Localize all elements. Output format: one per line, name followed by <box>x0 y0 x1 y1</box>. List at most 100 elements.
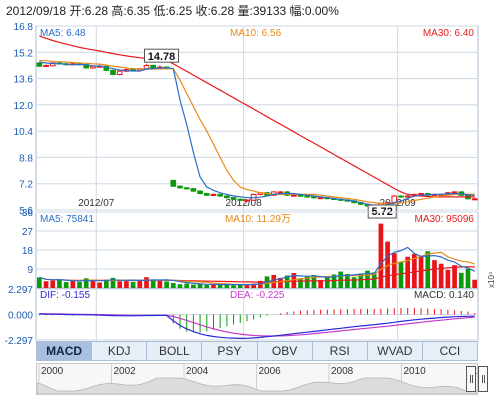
volume-bar <box>345 274 350 288</box>
candle-body <box>317 197 324 200</box>
volume-bar <box>452 265 457 288</box>
candle-body <box>418 193 424 196</box>
volume-ma30-legend: MA30: 95096 <box>415 214 475 225</box>
timeline-year-label: 2010 <box>404 366 427 377</box>
candle-body <box>210 193 217 196</box>
volume-bar <box>137 281 143 288</box>
candle-body <box>290 194 297 197</box>
volume-bar <box>418 256 424 288</box>
tab-obv[interactable]: OBV <box>258 342 313 360</box>
timeline-right-handle[interactable] <box>478 366 488 392</box>
volume-bar <box>378 223 384 288</box>
volume-bar <box>130 281 136 288</box>
tab-rsi[interactable]: RSI <box>313 342 368 360</box>
tab-cci[interactable]: CCI <box>439 344 461 358</box>
volume-bar <box>358 273 364 288</box>
candle-body <box>230 197 237 200</box>
volume-bar <box>97 282 102 288</box>
volume-bar <box>304 276 310 288</box>
ma10-line <box>39 59 475 205</box>
volume-ytick-label: 36 <box>22 208 34 219</box>
volume-bar <box>204 285 210 288</box>
price-xtick-label: 2012/08 <box>226 198 263 209</box>
ma5-legend: MA5: 6.48 <box>40 28 86 39</box>
timeline-price-silhouette <box>36 377 478 395</box>
volume-bar <box>117 281 123 288</box>
volume-bar <box>110 277 116 288</box>
price-ytick-label: 10.4 <box>14 127 34 138</box>
volume-ma10-legend: MA10: 11.29万 <box>225 214 291 225</box>
tab-psy[interactable]: PSY <box>202 342 258 360</box>
dif-legend: DIF: -0.155 <box>40 290 90 301</box>
candle-body <box>237 198 244 201</box>
candle-body <box>110 69 116 75</box>
timeline-year-label: 2006 <box>259 366 282 377</box>
volume-bar <box>244 284 250 288</box>
volume-bar <box>398 262 404 288</box>
volume-bar <box>298 278 303 288</box>
candle-body <box>224 195 230 199</box>
price-ytick-label: 7.2 <box>19 180 33 191</box>
timeline-left-handle[interactable] <box>466 366 476 392</box>
volume-bar <box>144 277 149 288</box>
ma30-line <box>39 35 475 198</box>
indicator-tabs: MACD KDJ BOLL PSY OBV RSI WVAD CCI <box>36 341 478 361</box>
volume-bar <box>90 280 96 288</box>
volume-bar <box>438 263 444 288</box>
volume-bar <box>191 284 196 288</box>
tab-wvad[interactable]: WVAD <box>368 342 423 360</box>
timeline-navigator[interactable]: 2000 2002 2004 2006 2008 2010 20 <box>36 363 488 395</box>
volume-bar <box>103 279 109 288</box>
volume-bar <box>351 277 357 288</box>
timeline-year-label: 2000 <box>41 366 64 377</box>
volume-bar <box>291 273 297 288</box>
tab-boll[interactable]: BOLL <box>147 342 203 360</box>
price-xtick-label: 2012/07 <box>78 198 115 209</box>
dea-legend: DEA: -0.225 <box>230 290 285 301</box>
volume-bar <box>164 281 169 288</box>
ohlc-header: 2012/09/18 开:6.28 高:6.35 低:6.25 收:6.28 量… <box>6 4 339 18</box>
tab-macd[interactable]: MACD <box>37 342 93 360</box>
price-panel-frame <box>35 25 479 211</box>
volume-bar <box>278 277 283 288</box>
volume-bar <box>217 284 223 288</box>
candle-body <box>217 193 224 197</box>
candle-body <box>190 188 197 192</box>
ma30-legend: MA30: 6.40 <box>423 28 475 39</box>
candle-body <box>297 194 304 197</box>
volume-bar <box>83 278 89 288</box>
timeline-year-label: 2002 <box>114 366 137 377</box>
volume-bar <box>63 282 69 288</box>
candle-body <box>116 70 123 75</box>
volume-bar <box>177 284 183 288</box>
candle-body <box>197 190 203 195</box>
timeline-year-label: 2008 <box>331 366 354 377</box>
candle-body <box>177 185 183 189</box>
volume-ytick-label: 27 <box>22 227 34 238</box>
volume-bar <box>391 253 397 288</box>
price-ytick-label: 8.8 <box>19 153 33 164</box>
volume-bar <box>311 275 317 288</box>
candle-body <box>404 195 411 198</box>
high-annotation-box <box>144 48 179 63</box>
tab-kdj[interactable]: KDJ <box>92 342 148 360</box>
candle-body <box>170 179 177 187</box>
volume-bar <box>445 269 451 288</box>
volume-bar <box>77 281 82 288</box>
candle-body <box>203 193 210 196</box>
candle-body <box>471 198 478 201</box>
price-ytick-label: 5.6 <box>19 206 33 217</box>
macd-legend: MACD: 0.140 <box>414 290 474 301</box>
dif-line <box>39 313 475 340</box>
volume-bar <box>231 285 236 288</box>
volume-bar <box>50 280 56 288</box>
timeline-year-label: 20 <box>476 366 477 377</box>
volume-ma5-line <box>39 246 475 286</box>
price-ytick-label: 15.2 <box>14 48 34 59</box>
candle-body <box>183 187 190 190</box>
candle-body <box>90 65 96 69</box>
volume-bar <box>412 253 417 288</box>
candle-body <box>277 191 284 194</box>
volume-unit: x10⁴ <box>487 271 494 288</box>
